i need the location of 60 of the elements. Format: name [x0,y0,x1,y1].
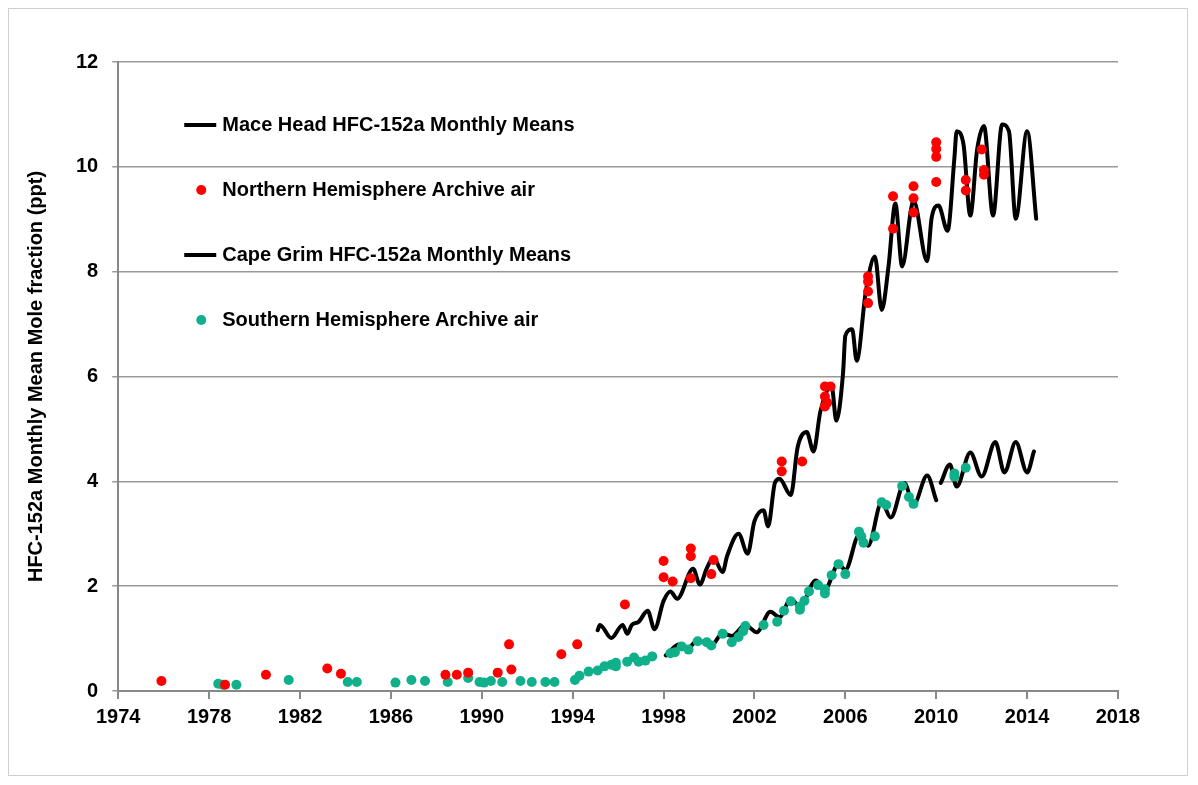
point [658,572,669,583]
x-tick-label: 2014 [1004,704,1051,727]
point [451,669,462,680]
point [863,286,874,297]
point [506,664,517,675]
point [931,177,942,188]
point [619,599,630,610]
point [908,207,919,218]
legend-label: Northern Hemisphere Archive air [222,177,536,200]
point [708,554,719,565]
x-tick-label: 1982 [277,704,323,727]
point [960,174,971,185]
legend-label: Cape Grim HFC-152a Monthly Means [222,242,572,265]
y-tick-label: 0 [87,678,99,701]
point [908,181,919,192]
point [156,676,167,687]
x-tick-label: 1986 [368,704,414,727]
point [685,573,696,584]
x-tick-label: 2002 [732,704,777,727]
point [322,663,333,674]
point [667,576,678,587]
legend-label: Mace Head HFC-152a Monthly Means [222,112,575,135]
y-axis-title: HFC-152a Monthly Mean Mole fraction (ppt) [23,170,46,583]
point [504,639,515,650]
x-tick-label: 1990 [459,704,505,727]
point [463,667,474,678]
x-tick-label: 1974 [96,704,142,727]
point [685,551,696,562]
point [822,397,833,408]
x-tick-label: 2006 [823,704,868,727]
point [335,668,346,679]
point [776,456,787,467]
y-tick-label: 12 [76,49,99,72]
point [888,191,899,202]
point [658,556,669,567]
point [556,649,567,660]
line-series [595,122,1039,641]
y-tick-label: 8 [87,259,99,282]
point [797,456,808,467]
point [776,466,787,477]
x-tick-label: 1998 [641,704,686,727]
x-tick-label: 1978 [186,704,232,727]
point [888,223,899,234]
point [440,669,451,680]
x-tick-label: 2018 [1095,704,1141,727]
point [706,569,717,580]
x-tick-label: 2010 [913,704,959,727]
point [260,669,271,680]
legend-label: Southern Hemisphere Archive air [222,307,539,330]
y-tick-label: 4 [87,468,100,491]
x-tick-label: 1994 [550,704,596,727]
point [572,639,583,650]
y-tick-label: 2 [87,573,99,596]
point [492,667,503,678]
y-tick-label: 10 [76,154,99,177]
point [863,298,874,309]
y-tick-label: 6 [87,364,99,387]
point [976,144,987,155]
point [960,185,971,196]
point [908,193,919,204]
